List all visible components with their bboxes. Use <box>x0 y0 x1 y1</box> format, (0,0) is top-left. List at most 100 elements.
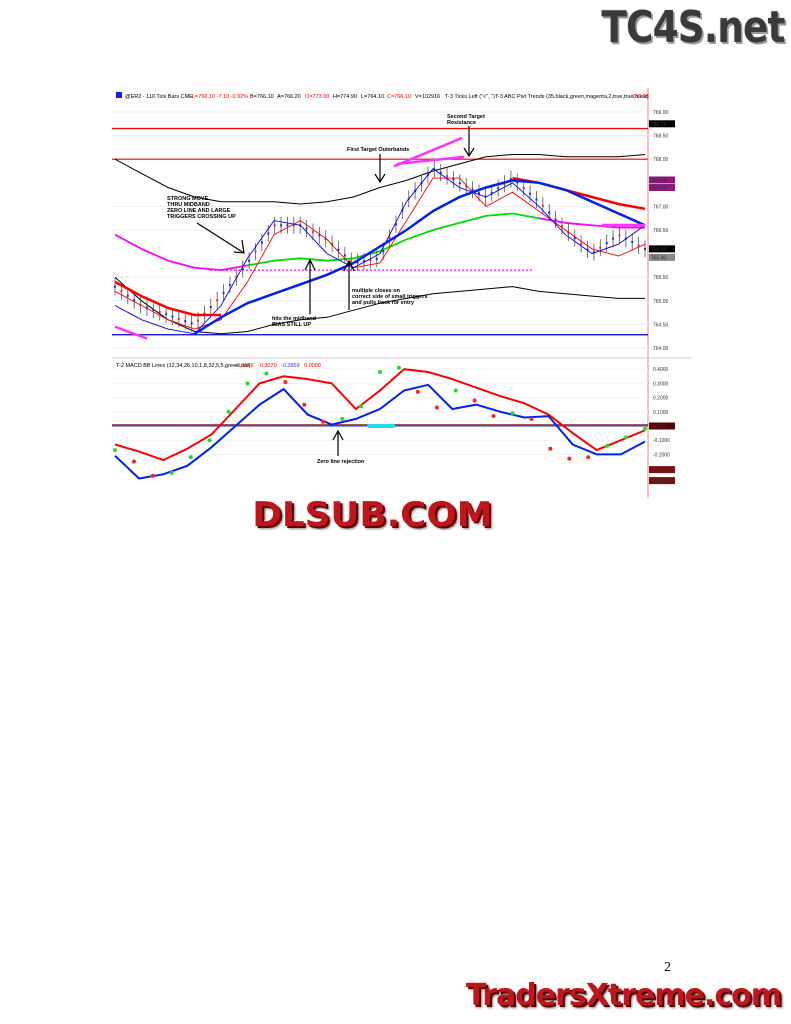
target-highlight <box>393 136 463 168</box>
price-bar-close <box>477 192 480 195</box>
macd-dot <box>586 455 591 460</box>
macd-dot <box>472 398 477 403</box>
price-bar-close <box>305 227 308 230</box>
price-bar-close <box>235 275 238 278</box>
price-axis-label: 768.00 <box>653 157 669 163</box>
price-bar-close <box>343 254 346 257</box>
slow-trigger-blue <box>193 179 646 335</box>
price-bar-close <box>490 191 493 194</box>
price-bar-close <box>114 285 116 288</box>
page-number: 2 <box>664 960 671 975</box>
macd-dot <box>321 419 326 424</box>
midband-segment <box>273 257 301 262</box>
price-axis-label: 765.00 <box>653 299 669 305</box>
price-bar-close <box>369 259 372 262</box>
price-bar-close <box>394 223 397 226</box>
price-bar-close <box>586 248 589 251</box>
upper-band-line <box>114 154 646 205</box>
price-panel: 769.00 768.50 768.00 767.00 766.50 765.50 765.… <box>112 110 675 352</box>
price-marker-label: 765.90 <box>651 255 667 261</box>
price-bar-close <box>522 187 525 190</box>
macd-dot <box>113 448 117 453</box>
midband-segment <box>485 212 513 217</box>
midband-segment <box>167 259 195 269</box>
price-axis-label: 766.50 <box>653 228 669 234</box>
macd-dot <box>510 411 515 416</box>
price-bar-close <box>541 204 544 207</box>
price-bar-close <box>260 241 263 244</box>
macd-axis-label: 0.2000 <box>653 396 669 402</box>
midband-segment <box>114 233 142 250</box>
price-bar-close <box>248 259 251 262</box>
macd-dot <box>302 402 307 407</box>
price-bar-close <box>516 181 519 184</box>
price-bar-close <box>171 315 174 318</box>
price-bar-close <box>375 257 378 260</box>
price-marker <box>649 184 675 192</box>
macd-marker <box>649 422 675 430</box>
price-bar-close <box>350 260 353 263</box>
price-bar-close <box>446 175 449 178</box>
price-bar-close <box>190 322 193 325</box>
macd-axis-label: 0.3000 <box>653 381 669 387</box>
price-bar-close <box>292 224 295 227</box>
price-marker <box>649 176 675 184</box>
midband-segment <box>141 248 169 262</box>
macd-dot <box>624 435 629 440</box>
arrow-icon <box>463 126 475 158</box>
macd-marker-label: -0.3070 <box>651 468 668 474</box>
macd-marker-label: 0.0000 <box>651 424 667 430</box>
price-bar-close <box>184 320 187 323</box>
price-bar-close <box>311 230 314 233</box>
price-bar-close <box>145 306 148 309</box>
price-bar-close <box>216 299 219 302</box>
price-bar-close <box>509 178 512 181</box>
zero-line-highlight <box>367 424 395 428</box>
annotation-arrows <box>196 126 475 314</box>
price-bar-close <box>273 224 276 227</box>
price-marker-label: 767.40 <box>651 186 667 192</box>
price-bar-close <box>337 248 340 251</box>
price-bar-close <box>254 250 257 253</box>
price-bar-close <box>120 290 123 293</box>
price-bar-close <box>497 187 500 190</box>
annotation-multiple-closes: multiple closes on correct side of small… <box>352 288 429 306</box>
arrow-icon <box>304 258 316 314</box>
macd-axis-label: -0.2000 <box>653 452 670 458</box>
price-bar-close <box>548 211 551 214</box>
macd-dot <box>415 389 420 394</box>
macd-dot <box>605 443 610 448</box>
price-bar-close <box>599 246 602 249</box>
price-marker-label: 767.50 <box>651 178 667 184</box>
arrow-icon <box>196 222 245 254</box>
price-bar-close <box>592 251 595 254</box>
price-bar-close <box>471 188 474 191</box>
price-axis-label: 769.00 <box>653 110 669 116</box>
price-bar-close <box>165 313 168 316</box>
price-bar-close <box>222 291 225 294</box>
symbol-color-icon <box>116 92 122 98</box>
macd-dot <box>283 379 288 384</box>
macd-dot <box>567 456 572 461</box>
price-bar-close <box>605 242 608 245</box>
fast-trigger-blue <box>114 167 646 335</box>
macd-axis-label: -0.1000 <box>653 438 670 444</box>
dlsub-logo: DLSUB.COM <box>252 495 493 535</box>
price-bar-close <box>439 171 442 174</box>
annotation-midband: hits the midband BIAS STILL UP <box>272 316 318 328</box>
price-marker <box>649 253 675 261</box>
macd-dot <box>548 446 553 451</box>
price-bar-close <box>535 198 538 201</box>
macd-dot <box>453 388 458 393</box>
price-bar-close <box>133 299 136 302</box>
macd-dot <box>207 438 212 443</box>
macd-dot <box>188 455 193 460</box>
price-bar-close <box>267 232 270 235</box>
macd-marker <box>649 466 675 474</box>
target-highlight <box>396 155 465 166</box>
price-bar-close <box>465 185 468 188</box>
macd-dot <box>169 470 174 475</box>
price-bar-close <box>158 311 161 314</box>
arrow-icon <box>332 429 344 456</box>
